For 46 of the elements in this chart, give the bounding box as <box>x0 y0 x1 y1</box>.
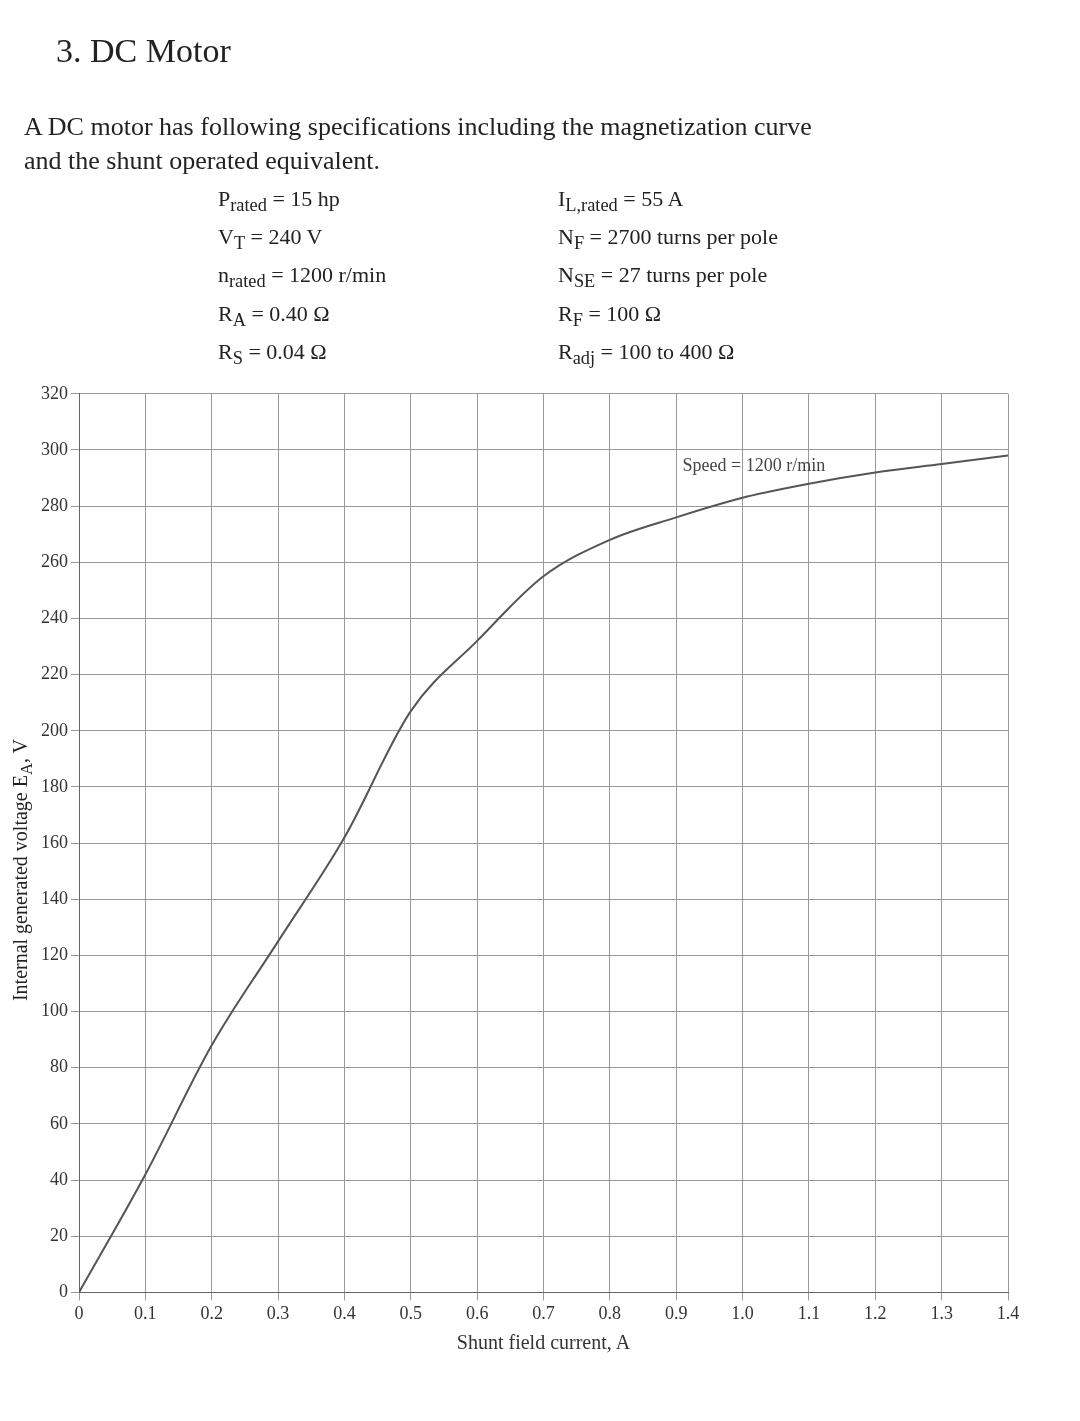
chart-subtitle: A DC motor has following specifications including the magnetization curve and the shunt operated equivalent. <box>23 111 813 177</box>
text: V$_{T}$ = 240 V <box>218 223 324 255</box>
x-tick-label: 0.4 <box>333 1302 356 1323</box>
y-tick-label: 0 <box>59 1280 68 1301</box>
y-tick-label: 80 <box>50 1056 68 1077</box>
x-tick-label: 1.4 <box>996 1302 1020 1323</box>
y-tick-label: 100 <box>41 999 68 1020</box>
y-tick-label: 240 <box>41 606 68 627</box>
y-tick-label: 180 <box>41 775 68 796</box>
text: P$_{rated}$ = 15 hp <box>218 185 341 216</box>
x-tick-label: 0.3 <box>266 1302 290 1323</box>
x-tick-label: 1.3 <box>930 1302 953 1323</box>
x-tick-label: 0 <box>74 1302 84 1323</box>
text: N$_{SE}$ = 27 turns per pole <box>558 262 769 293</box>
text: R$_{A}$ = 0.40 Ω <box>218 300 331 332</box>
text: N$_{F}$ = 2700 turns per pole <box>558 223 779 255</box>
x-tick-label: 1.1 <box>797 1302 821 1323</box>
x-tick-label: 0.8 <box>598 1302 622 1323</box>
text: R$_{F}$ = 100 Ω <box>558 300 663 332</box>
y-tick-label: 120 <box>41 943 68 964</box>
y-tick-label: 140 <box>41 887 68 908</box>
y-tick-label: 260 <box>41 550 68 571</box>
y-tick-label: 220 <box>41 662 68 683</box>
x-tick-label: 1.0 <box>731 1302 754 1323</box>
series-label: Speed = 1200 r/min <box>682 454 826 475</box>
y-tick-label: 300 <box>41 438 68 459</box>
x-tick-label: 0.1 <box>134 1302 157 1323</box>
y-tick-label: 320 <box>41 382 68 403</box>
x-tick-label: 1.2 <box>864 1302 887 1323</box>
text: R$_{S}$ = 0.04 Ω <box>218 339 328 370</box>
y-tick-label: 60 <box>50 1112 68 1133</box>
x-tick-label: 0.6 <box>465 1302 489 1323</box>
y-tick-label: 20 <box>50 1224 68 1245</box>
x-tick-label: 0.9 <box>664 1302 688 1323</box>
x-tick-label: 0.7 <box>532 1302 555 1323</box>
text: I$_{L,rated}$ = 55 A <box>558 185 685 216</box>
x-axis-title: Shunt field current, A <box>456 1330 631 1353</box>
text: R$_{adj}$ = 100 to 400 Ω <box>558 339 736 370</box>
y-tick-label: 160 <box>41 831 68 852</box>
x-tick-label: 0.5 <box>399 1302 423 1323</box>
text: n$_{rated}$ = 1200 r/min <box>218 262 388 293</box>
y-tick-label: 200 <box>41 719 68 740</box>
y-tick-label: 40 <box>50 1168 68 1189</box>
x-tick-label: 0.2 <box>200 1302 223 1323</box>
y-tick-label: 280 <box>41 494 68 515</box>
chart-title: 3. DC Motor <box>55 31 232 70</box>
